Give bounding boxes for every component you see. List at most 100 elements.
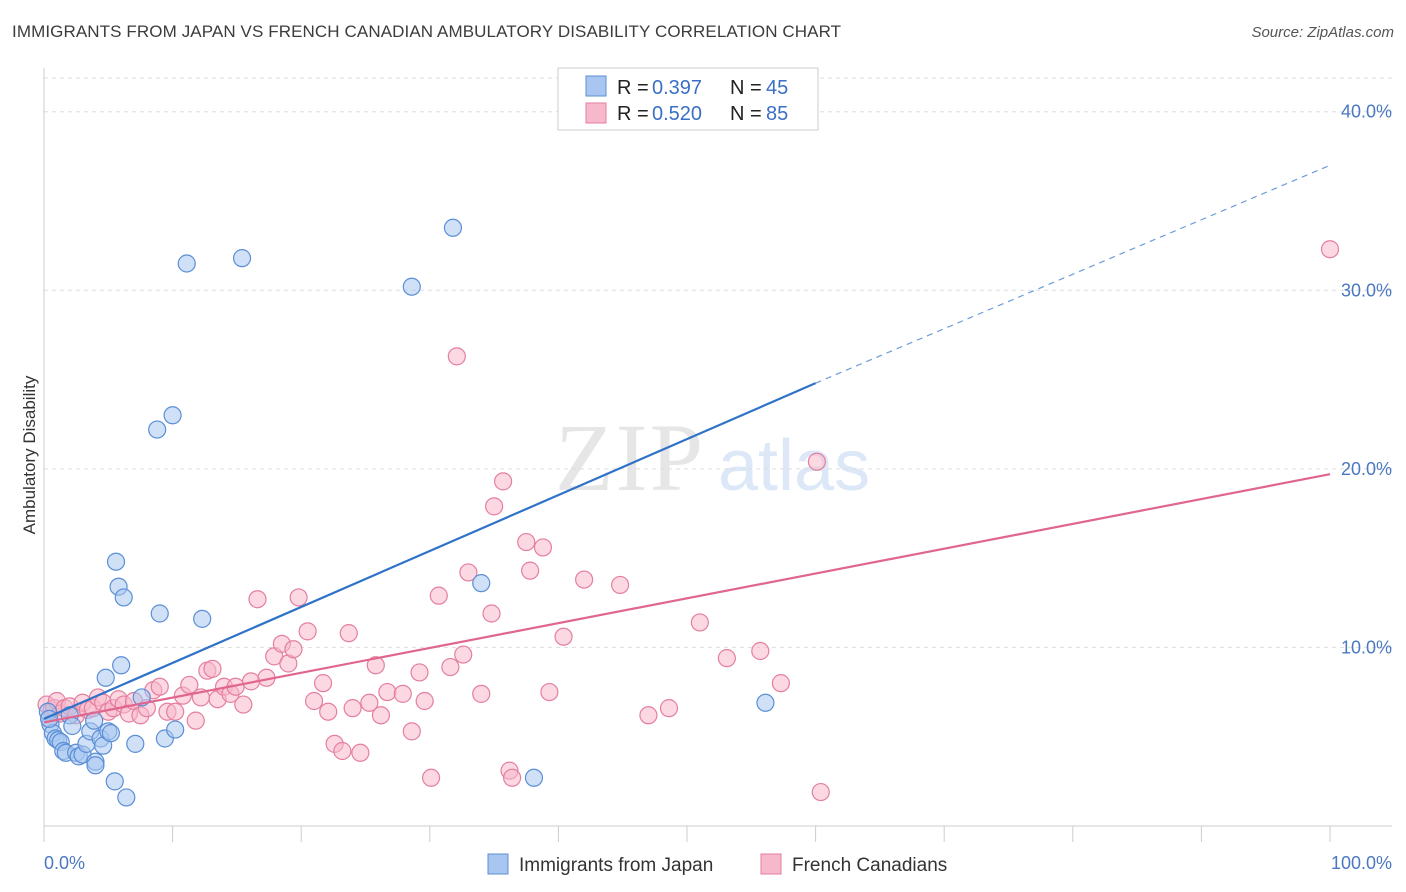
point-japan-40 (443, 218, 463, 237)
point-japan-41 (472, 574, 491, 593)
point-french-88 (811, 782, 830, 802)
chart-source: Source: ZipAtlas.com (1251, 24, 1394, 41)
point-french-65 (447, 347, 466, 366)
point-japan-37 (193, 609, 212, 628)
legend-n-value-french: 85 (766, 103, 788, 125)
point-japan-36 (177, 254, 196, 273)
point-japan-34 (163, 406, 182, 425)
point-japan-27 (112, 656, 131, 675)
point-french-25 (166, 702, 185, 721)
point-french-60 (410, 663, 429, 682)
y-axis-label: Ambulatory Disability (20, 375, 39, 534)
grid-lines (44, 77, 1392, 648)
point-french-70 (485, 497, 504, 516)
point-french-67 (459, 563, 478, 582)
trend-line-japan (43, 382, 817, 720)
point-french-31 (203, 659, 222, 678)
watermark-zip: ZIP (555, 404, 705, 511)
point-french-38 (248, 590, 267, 609)
point-french-51 (339, 624, 358, 643)
point-french-46 (304, 691, 324, 711)
point-french-59 (402, 722, 421, 741)
point-japan-35 (166, 720, 185, 739)
point-japan-17 (86, 756, 105, 775)
point-french-57 (378, 682, 397, 702)
point-japan-31 (148, 420, 167, 439)
legend-r-label-japan: R = (617, 77, 649, 99)
point-french-66 (454, 645, 473, 664)
y-tick-label-1: 20.0% (1341, 459, 1392, 479)
point-french-36 (234, 695, 253, 714)
point-japan-32 (150, 604, 169, 623)
legend-swatch-french (585, 102, 607, 124)
point-japan-24 (106, 552, 126, 571)
point-french-54 (360, 693, 379, 712)
point-japan-23 (105, 772, 124, 791)
point-french-23 (150, 677, 169, 696)
legend-r-label-french: R = (617, 103, 649, 125)
point-french-45 (298, 622, 317, 641)
point-japan-42 (524, 768, 544, 787)
trend-line-french (43, 473, 1331, 724)
legend-bottom-label-japan: Immigrants from Japan (519, 855, 713, 876)
legend-bottom: Immigrants from Japan French Canadians (487, 853, 947, 876)
point-french-73 (503, 768, 522, 787)
legend-bottom-label-french: French Canadians (792, 855, 947, 876)
legend-bottom-swatch-japan (487, 853, 509, 875)
legend-r-value-japan: 0.397 (652, 77, 702, 99)
legend-n-value-japan: 45 (766, 77, 788, 99)
point-french-28 (186, 711, 205, 730)
point-french-78 (554, 627, 573, 646)
point-japan-38 (232, 249, 252, 268)
point-french-52 (343, 699, 362, 718)
legend-top: R = 0.397 N = 45 R = 0.520 N = 85 (557, 67, 819, 131)
point-french-43 (284, 640, 303, 659)
point-french-89 (1320, 240, 1340, 259)
point-french-71 (494, 472, 513, 491)
point-french-55 (366, 656, 385, 675)
point-japan-43 (756, 693, 775, 712)
point-french-68 (472, 684, 491, 703)
point-french-87 (807, 452, 826, 471)
point-japan-28 (117, 788, 136, 807)
point-french-53 (351, 743, 370, 762)
point-french-47 (313, 674, 333, 693)
point-french-75 (521, 561, 540, 580)
x-tick-label-0: 0.0% (44, 853, 85, 873)
y-tick-label-2: 30.0% (1341, 280, 1392, 300)
point-french-62 (421, 768, 441, 787)
point-french-83 (690, 613, 709, 632)
point-japan-9 (63, 716, 82, 736)
point-french-61 (415, 691, 434, 711)
point-french-69 (482, 604, 501, 623)
point-french-50 (333, 741, 352, 761)
point-french-86 (771, 674, 790, 693)
point-french-76 (533, 538, 553, 557)
point-french-81 (639, 706, 658, 725)
legend-bottom-swatch-french (760, 853, 782, 875)
point-french-63 (429, 586, 448, 605)
point-french-82 (659, 699, 679, 718)
point-french-77 (540, 682, 559, 702)
point-french-80 (611, 575, 630, 595)
legend-n-label-japan: N = (730, 77, 762, 99)
legend-n-label-french: N = (730, 103, 762, 125)
tick-labels: 10.0% 20.0% 30.0% 40.0% 0.0% 100.0% (44, 102, 1392, 873)
point-french-58 (393, 684, 412, 703)
legend-r-value-french: 0.520 (652, 103, 702, 125)
point-french-64 (441, 657, 460, 677)
point-french-84 (717, 649, 736, 668)
y-tick-label-0: 10.0% (1341, 637, 1392, 657)
point-japan-26 (114, 588, 133, 607)
chart-title: IMMIGRANTS FROM JAPAN VS FRENCH CANADIAN… (12, 22, 842, 41)
trend-lines (43, 164, 1331, 724)
x-tick-label-1: 100.0% (1331, 853, 1392, 873)
data-points (37, 218, 1340, 807)
point-french-79 (575, 570, 594, 589)
point-french-74 (517, 532, 536, 552)
point-japan-39 (402, 277, 421, 296)
legend-swatch-japan (585, 75, 607, 97)
point-japan-20 (96, 668, 115, 687)
point-japan-22 (101, 724, 120, 743)
